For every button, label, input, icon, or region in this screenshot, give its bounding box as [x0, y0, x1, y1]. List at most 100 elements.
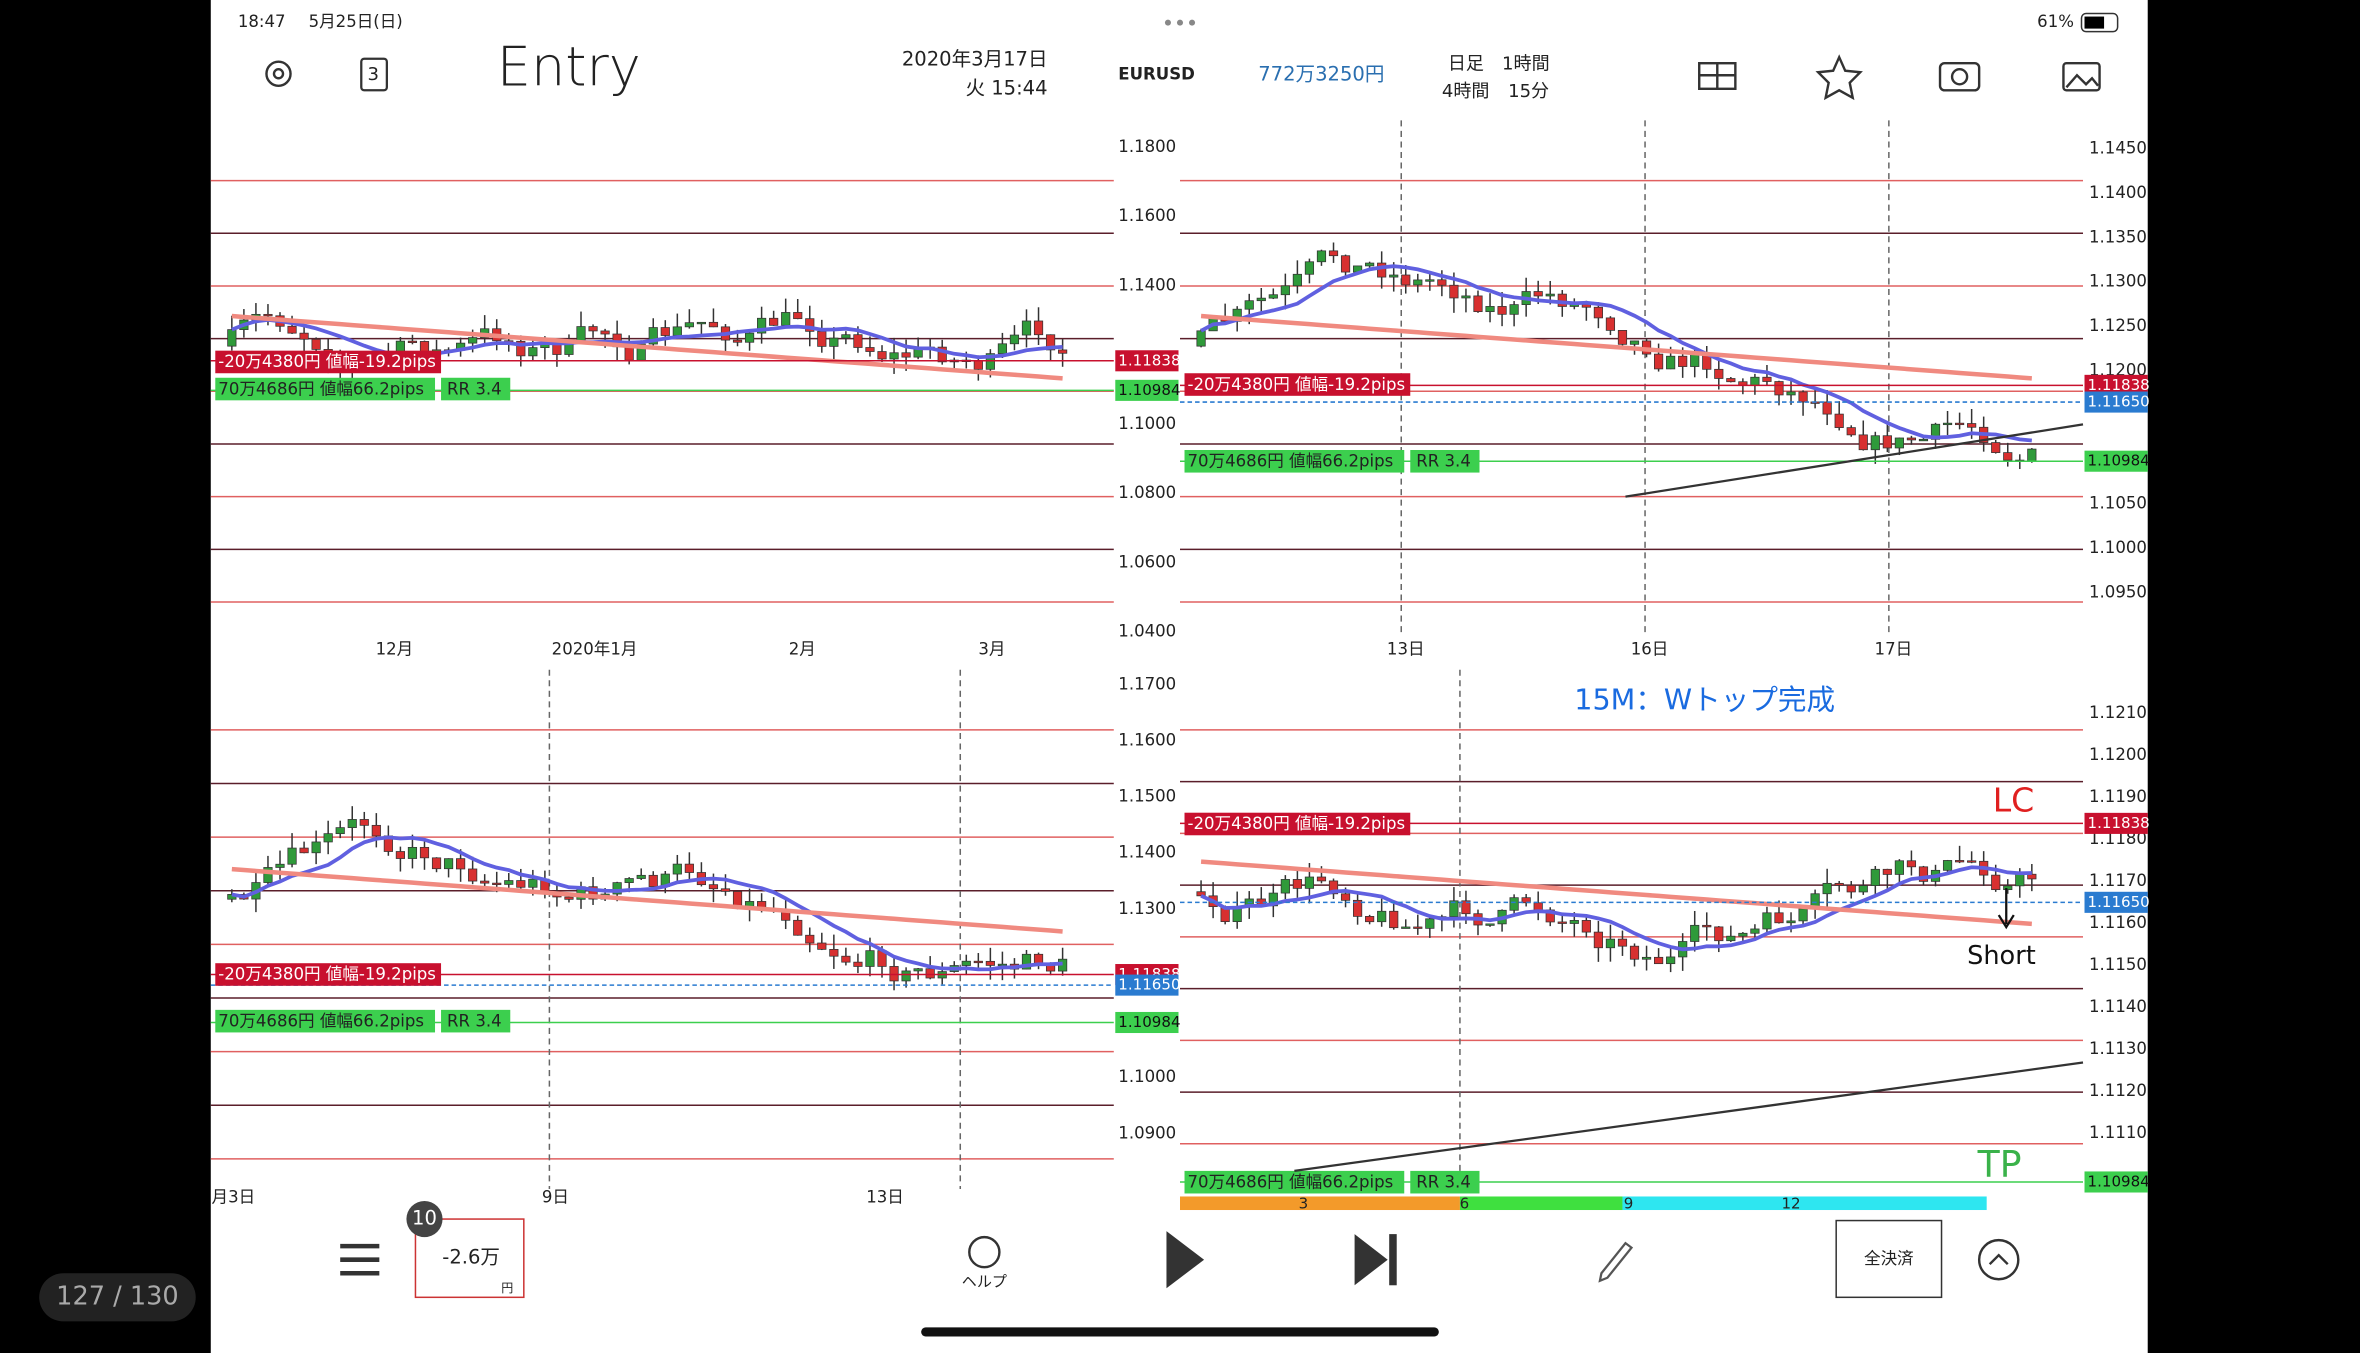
candle — [1473, 295, 1483, 313]
candle — [395, 851, 405, 859]
candle — [1750, 928, 1760, 934]
candle — [913, 968, 923, 972]
y-tick-label: 1.1350 — [2089, 227, 2147, 246]
menu-icon[interactable] — [340, 1243, 380, 1276]
price-tag — [2084, 374, 2148, 396]
timeframe[interactable]: 4時間 — [1442, 81, 1490, 102]
candle — [1955, 422, 1965, 426]
candle — [793, 312, 803, 320]
price-tag — [1115, 379, 1179, 401]
candle — [1292, 879, 1302, 889]
candle — [1033, 320, 1044, 336]
candle — [624, 878, 634, 883]
candle — [1750, 376, 1760, 386]
expand-button[interactable] — [1977, 1238, 2020, 1281]
symbol[interactable]: EURUSD — [1118, 65, 1195, 84]
rr-label-bg — [1410, 449, 1480, 473]
x-tick-label: 17日 — [1875, 640, 1913, 659]
candle — [1377, 910, 1387, 923]
candle — [1846, 427, 1856, 436]
grid-icon[interactable] — [1698, 62, 1737, 90]
candle — [720, 888, 731, 892]
candle — [1244, 300, 1254, 310]
candle — [853, 334, 863, 348]
candle — [275, 863, 285, 868]
close-all-label[interactable]: 全決済 — [1864, 1249, 1914, 1268]
y-tick-label: 1.1600 — [1118, 730, 1176, 749]
candle — [1340, 255, 1351, 273]
candle — [925, 968, 935, 979]
candle — [1485, 923, 1495, 926]
help-label[interactable]: ヘルプ — [962, 1273, 1007, 1291]
x-tick-label: 13日 — [866, 1187, 904, 1206]
candle — [1882, 435, 1892, 449]
candle — [1328, 250, 1339, 257]
candle — [1726, 378, 1736, 383]
candle — [2015, 873, 2025, 887]
balance[interactable]: 772万3250円 — [1258, 63, 1384, 86]
replay-date[interactable]: 2020年3月17日 — [902, 48, 1048, 71]
x-tick-label: 12月 — [376, 640, 414, 659]
candle — [1629, 945, 1640, 960]
candle — [937, 346, 947, 363]
session-label: 6 — [1460, 1195, 1470, 1213]
long-moving-average — [1200, 859, 2033, 927]
price-tag-label: 1.10984 — [1118, 1013, 1180, 1031]
price-tag-label: 1.10984 — [1118, 381, 1180, 399]
candle — [1196, 330, 1206, 347]
y-tick-label: 1.1170 — [2089, 871, 2147, 890]
candle — [1798, 391, 1808, 403]
replay-time[interactable]: 火 15:44 — [965, 76, 1047, 99]
candle — [600, 330, 610, 335]
candle — [1714, 926, 1724, 942]
layout-count[interactable]: 3 — [368, 64, 379, 85]
candle — [371, 824, 381, 837]
timeframe[interactable]: 15分 — [1508, 81, 1549, 102]
help-icon[interactable] — [968, 1235, 1001, 1269]
badge — [406, 1200, 443, 1238]
candle — [588, 326, 598, 332]
candle — [889, 352, 899, 360]
candle — [660, 327, 670, 336]
candle — [648, 874, 658, 887]
play-button[interactable] — [1166, 1231, 1205, 1289]
candle — [2027, 448, 2037, 462]
app-window — [210, 0, 2148, 1353]
candle — [1316, 250, 1327, 263]
candle — [407, 340, 418, 344]
price-tag-label: 1.10984 — [2088, 452, 2150, 470]
x-tick-label: 9日 — [542, 1187, 569, 1206]
candle — [1991, 874, 2001, 891]
battery-icon — [2080, 12, 2119, 33]
moving-average — [231, 318, 1063, 360]
loss-label-bg — [1184, 812, 1411, 836]
rr-label-bg — [1410, 1170, 1480, 1194]
candle — [1509, 304, 1519, 315]
candle — [1666, 355, 1676, 370]
settings-icon[interactable] — [265, 60, 292, 87]
candle — [1449, 900, 1459, 918]
candle — [299, 332, 309, 340]
candle — [684, 322, 694, 328]
step-button[interactable] — [1354, 1234, 1388, 1286]
camera-icon[interactable] — [1938, 62, 1981, 92]
candle — [1328, 880, 1339, 895]
candle — [865, 347, 875, 352]
favorite-icon[interactable] — [1815, 54, 1863, 101]
candle — [1690, 353, 1700, 367]
timeframe[interactable]: 日足 — [1448, 54, 1484, 75]
profit-label-bg — [215, 377, 436, 401]
candle — [1533, 902, 1543, 911]
layout-icon[interactable] — [360, 57, 388, 92]
timeframe[interactable]: 1時間 — [1502, 54, 1550, 75]
price-tag — [2084, 812, 2148, 834]
candle — [1021, 953, 1032, 970]
gallery-icon[interactable] — [2062, 62, 2101, 92]
candle — [1822, 401, 1832, 415]
y-tick-label: 1.1500 — [1118, 787, 1176, 806]
candle — [1256, 297, 1266, 302]
candle — [624, 346, 634, 361]
pencil-icon[interactable] — [1598, 1241, 1634, 1283]
candle — [1461, 295, 1471, 299]
close-all-button[interactable] — [1835, 1219, 1943, 1299]
